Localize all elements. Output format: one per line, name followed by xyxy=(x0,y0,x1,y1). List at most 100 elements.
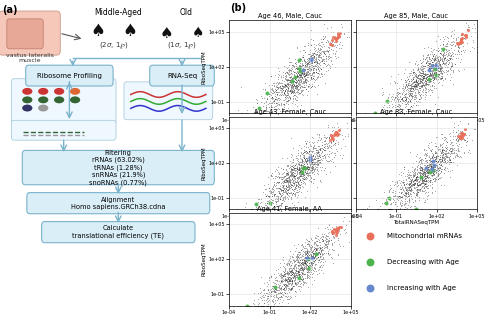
Point xyxy=(431,57,439,62)
Point xyxy=(442,33,450,38)
Point xyxy=(286,83,294,88)
Point xyxy=(407,186,415,192)
Point xyxy=(307,62,315,67)
Point xyxy=(430,176,438,181)
Point xyxy=(302,260,310,265)
Point xyxy=(412,83,420,88)
Point xyxy=(378,207,386,212)
Point xyxy=(285,84,293,89)
Point xyxy=(320,241,328,246)
Point xyxy=(438,62,446,67)
Point xyxy=(406,89,414,94)
Point xyxy=(408,107,416,112)
Point xyxy=(296,279,304,284)
Point xyxy=(437,76,445,81)
Point xyxy=(303,93,311,98)
Point xyxy=(278,90,285,95)
Point xyxy=(308,53,316,58)
Point xyxy=(295,286,303,291)
Point xyxy=(421,163,429,168)
Point xyxy=(434,54,442,59)
Point xyxy=(434,172,442,177)
Point xyxy=(306,264,314,269)
Point xyxy=(281,76,289,81)
Point xyxy=(265,193,273,198)
Point xyxy=(450,150,458,155)
Point xyxy=(406,73,413,78)
Point xyxy=(302,66,310,71)
Point xyxy=(308,145,316,150)
Point xyxy=(290,165,298,170)
Point xyxy=(304,67,312,72)
Point xyxy=(408,92,416,97)
Point xyxy=(390,110,398,115)
Point xyxy=(282,261,290,266)
Point xyxy=(440,69,448,74)
Point xyxy=(397,190,405,195)
Point xyxy=(318,48,326,53)
Point xyxy=(286,97,294,102)
Point xyxy=(257,199,265,204)
Point xyxy=(416,73,424,78)
Point xyxy=(262,295,270,301)
Point xyxy=(276,81,284,86)
Point xyxy=(313,139,321,144)
Point xyxy=(294,268,302,273)
Point xyxy=(306,269,314,274)
Point xyxy=(287,166,295,171)
Point xyxy=(330,39,338,44)
Point xyxy=(286,269,294,274)
Point xyxy=(258,111,266,116)
Point xyxy=(406,183,414,188)
Point xyxy=(296,279,304,284)
Point xyxy=(262,193,270,198)
Point xyxy=(276,296,284,301)
Point xyxy=(268,279,276,284)
Point xyxy=(410,185,418,190)
Point xyxy=(406,173,413,178)
Point xyxy=(416,77,424,82)
Point xyxy=(270,289,278,294)
Point xyxy=(419,180,427,185)
Point xyxy=(414,81,422,86)
Point xyxy=(407,186,415,191)
Point xyxy=(274,181,282,186)
Point xyxy=(412,78,420,83)
Point xyxy=(418,207,426,212)
Point xyxy=(272,292,280,297)
Point xyxy=(286,270,294,275)
Point xyxy=(408,93,416,98)
Point xyxy=(300,79,308,84)
Point xyxy=(320,50,328,55)
Point xyxy=(297,73,305,78)
Point xyxy=(456,135,464,140)
Point xyxy=(304,69,312,74)
Point xyxy=(407,93,415,98)
Point xyxy=(281,190,289,195)
Point xyxy=(432,153,440,158)
Point xyxy=(435,54,443,59)
Point xyxy=(300,265,308,270)
Point xyxy=(400,94,407,100)
Point xyxy=(416,97,424,102)
Point xyxy=(320,72,328,77)
Point xyxy=(398,91,406,96)
Point xyxy=(315,152,323,157)
Point xyxy=(310,70,318,75)
Point xyxy=(412,102,420,107)
Point xyxy=(421,199,429,204)
Point xyxy=(291,77,299,82)
Point xyxy=(412,58,420,63)
Point xyxy=(282,82,290,87)
Point xyxy=(297,163,305,168)
Point xyxy=(278,198,286,203)
Point xyxy=(430,161,438,166)
Point xyxy=(271,287,279,292)
Point xyxy=(310,55,318,60)
Point xyxy=(385,111,393,116)
Point xyxy=(402,186,410,191)
Point xyxy=(296,167,304,172)
Point xyxy=(428,65,436,70)
Point xyxy=(306,83,314,88)
Point xyxy=(438,77,446,83)
